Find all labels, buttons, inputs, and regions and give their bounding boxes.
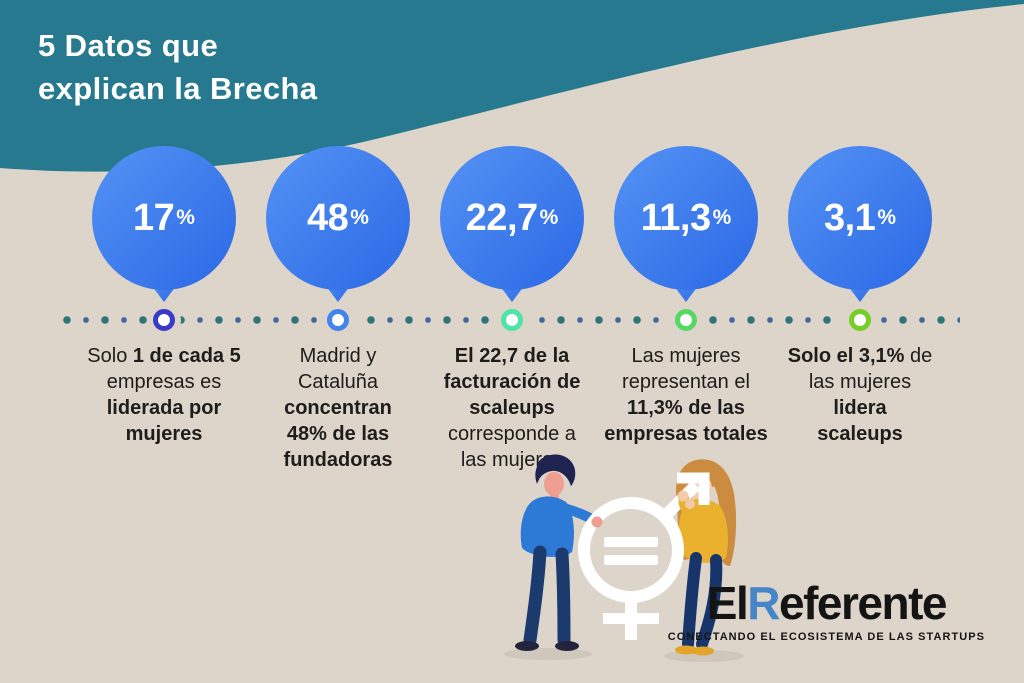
man-hand — [591, 516, 603, 528]
balloon-shape-icon — [440, 146, 584, 302]
stat-description-1: Solo 1 de cada 5 empresas es liderada por m… — [87, 345, 241, 445]
balloon-shape-icon — [266, 146, 410, 302]
stat-balloon-3: 22,7% — [437, 145, 587, 303]
percent-sign: % — [350, 206, 369, 229]
stat-description-4: Las mujeres representan el 11,3% de las emp… — [604, 345, 768, 445]
gender-equality-illustration — [504, 454, 744, 662]
timeline-node-3 — [501, 309, 523, 331]
percent-sign: % — [712, 206, 732, 229]
shadow — [504, 648, 592, 660]
balloon-shape-icon — [92, 146, 236, 302]
percent-sign: % — [877, 206, 896, 229]
stat-balloon-4: 11,3% — [611, 145, 761, 303]
woman-hand — [677, 490, 689, 502]
el-referente-logo: ElReferente CONECTANDO EL ECOSISTEMA DE … — [668, 580, 985, 643]
man-figure — [515, 454, 599, 651]
balloon-shape-icon — [614, 146, 758, 302]
percent-sign: % — [176, 206, 195, 229]
logo-tagline: CONECTANDO EL ECOSISTEMA DE LAS STARTUPS — [667, 631, 985, 643]
logo-wordmark: ElReferente — [668, 580, 985, 626]
balloon-shape-icon — [788, 146, 932, 302]
timeline-node-1 — [153, 309, 175, 331]
stat-value-1: 17% — [133, 196, 195, 239]
timeline-node-5 — [849, 309, 871, 331]
stat-balloon-2: 48% — [263, 145, 413, 303]
page-title-line2: explican la Brecha — [38, 71, 318, 107]
header-wave — [0, 0, 1024, 172]
stat-value-4: 11,3% — [640, 196, 732, 239]
percent-sign: % — [539, 206, 559, 229]
stat-column-4: 11,3% Las mujeres representan el 11,3% de … — [599, 145, 773, 473]
stats-row: 17% Solo 1 de cada 5 empresas es liderada … — [77, 145, 947, 473]
stat-column-5: 3,1% Solo el 3,1% de las mujeres lidera sca… — [773, 145, 947, 473]
stat-description-2: Madrid y Cataluña concentran 48% de las fund… — [283, 345, 393, 471]
logo-rest: eferente — [779, 577, 947, 629]
stat-column-2: 48% Madrid y Cataluña concentran 48% de las… — [251, 145, 425, 473]
stat-column-3: 22,7% El 22,7 de la facturación de scaleup… — [425, 145, 599, 473]
stat-balloon-5: 3,1% — [785, 145, 935, 303]
logo-r: R — [747, 577, 780, 629]
logo-el: El — [706, 577, 749, 629]
stat-value-5: 3,1% — [823, 196, 896, 239]
stat-description-3: El 22,7 de la facturación de scaleups corre… — [443, 345, 581, 471]
stat-value-2: 48% — [307, 196, 369, 239]
page-title: 5 Datos que explican la Brecha — [38, 24, 317, 111]
stat-value-3: 22,7% — [465, 196, 559, 239]
timeline-node-2 — [327, 309, 349, 331]
timeline-node-4 — [675, 309, 697, 331]
stat-column-1: 17% Solo 1 de cada 5 empresas es liderada … — [77, 145, 251, 473]
woman-hand — [685, 499, 695, 509]
stat-description-5: Solo el 3,1% de las mujeres lidera scaleups — [787, 345, 933, 445]
page-title-line1: 5 Datos que — [38, 28, 219, 63]
stat-balloon-1: 17% — [89, 145, 239, 303]
